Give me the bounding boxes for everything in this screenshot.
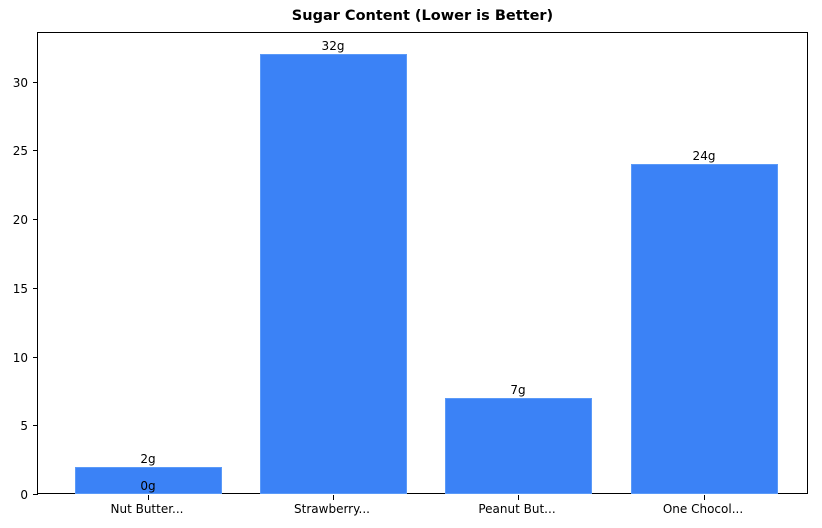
x-tick-label: One Chocol... — [662, 502, 744, 516]
bar — [259, 54, 407, 494]
x-tick-label: Peanut But... — [478, 502, 556, 516]
y-tick — [33, 81, 38, 83]
y-tick-label: 20 — [12, 213, 28, 227]
y-tick — [33, 150, 38, 152]
y-tick — [33, 356, 38, 358]
x-tick — [518, 495, 519, 500]
bar-value-label: 24g — [692, 149, 716, 163]
y-tick-label: 5 — [20, 419, 28, 434]
y-tick-label: 25 — [12, 144, 28, 159]
y-tick-label: 0 — [20, 488, 28, 502]
x-tick — [148, 495, 149, 500]
zero-annotation: 0g — [140, 479, 156, 493]
bar — [74, 466, 222, 494]
bar-value-label: 32g — [321, 39, 345, 53]
bar-value-label: 7g — [510, 382, 526, 397]
y-tick — [33, 494, 38, 495]
bar — [444, 397, 592, 494]
x-tick — [333, 495, 334, 500]
x-tick-label: Strawberry... — [294, 502, 370, 516]
y-tick — [33, 219, 38, 220]
x-tick — [704, 495, 705, 500]
bar-value-label: 2g — [140, 451, 156, 466]
y-tick-label: 15 — [12, 281, 28, 296]
x-tick-label: Nut Butter... — [110, 502, 184, 516]
chart-title: Sugar Content (Lower is Better) — [291, 8, 554, 24]
bar — [630, 164, 778, 494]
y-tick-label: 30 — [12, 75, 28, 90]
y-tick — [33, 425, 38, 427]
plot-area: 0 5 10 15 20 25 30 2g 32g 7g 24g 0g — [13, 32, 808, 502]
y-tick — [33, 287, 38, 289]
y-tick-label: 10 — [12, 350, 28, 365]
